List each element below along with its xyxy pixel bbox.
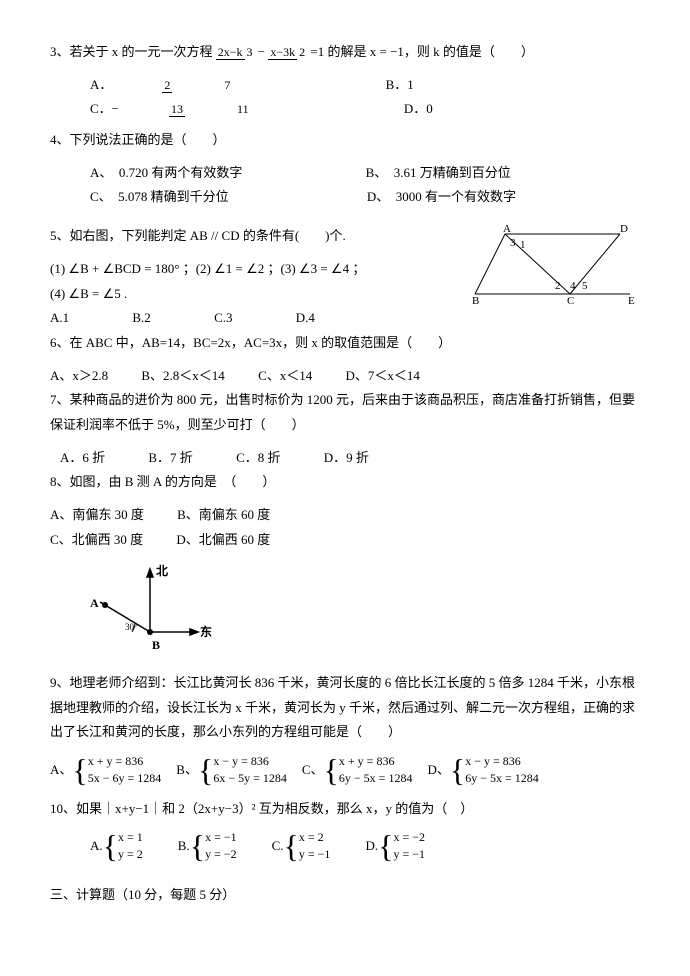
q9-opt-c: C、{x + y = 8366y − 5x = 1284: [302, 753, 413, 787]
q9-opt-a: A、{x + y = 8365x − 6y = 1284: [50, 753, 161, 787]
q10-opt-a: A.{x = 1y = 2: [90, 829, 143, 863]
svg-text:E: E: [628, 295, 635, 304]
q5-opt-b: B.2: [132, 306, 150, 331]
q9-opt-b: B、{x − y = 8366x − 5y = 1284: [176, 753, 287, 787]
q4-opt-b: B、 3.61 万精确到百分位: [366, 161, 511, 186]
q10-opt-d: D.{x = −2y = −1: [365, 829, 425, 863]
svg-text:D: D: [620, 224, 628, 235]
svg-text:A: A: [90, 596, 99, 610]
svg-text:3: 3: [510, 237, 516, 249]
q10-opt-c: C.{x = 2y = −1: [272, 829, 331, 863]
svg-text:东: 东: [200, 624, 212, 639]
q3-opt-d: D．0: [404, 97, 433, 122]
svg-text:A: A: [503, 224, 511, 235]
q7-opt-d: D．9 折: [324, 446, 369, 471]
svg-text:C: C: [567, 295, 574, 304]
q5-diagram: A D B C E 31 245: [470, 224, 640, 304]
q5-line1: (1) ∠B + ∠BCD = 180° ；(2) ∠1 = ∠2 ；(3) ∠…: [50, 257, 470, 282]
q7-options: A．6 折 B．7 折 C．8 折 D．9 折: [50, 446, 640, 471]
svg-text:1: 1: [520, 239, 526, 251]
q5-options: A.1 B.2 C.3 D.4: [50, 306, 470, 331]
q3-opt-b: B．1: [386, 73, 414, 98]
q5-opt-c: C.3: [214, 306, 232, 331]
svg-text:B: B: [472, 295, 479, 304]
q5-opt-a: A.1: [50, 306, 69, 331]
q7-opt-b: B．7 折: [148, 446, 192, 471]
q8-opt-c: C、北偏西 30 度: [50, 528, 143, 553]
question-3: 3、若关于 x 的一元一次方程 2x−k3 − x−3k2 =1 的解是 x =…: [50, 40, 640, 65]
svg-text:5: 5: [582, 280, 588, 292]
q8-diagram: 北 东 A B 30°: [80, 557, 220, 657]
question-4: 4、下列说法正确的是（ ）: [50, 128, 640, 153]
q7-opt-a: A．6 折: [60, 446, 105, 471]
question-7: 7、某种商品的进价为 800 元，出售时标价为 1200 元，后来由于该商品积压…: [50, 388, 640, 437]
q6-options: A、x＞2.8 B、2.8＜x＜14 C、x＜14 D、7＜x＜14: [50, 364, 640, 389]
q3-frac1: 2x−k3: [216, 46, 255, 59]
question-8: 8、如图，由 B 测 A 的方向是 （ ）: [50, 470, 640, 495]
q6-opt-b: B、2.8＜x＜14: [141, 364, 224, 389]
q10-options: A.{x = 1y = 2 B.{x = −1y = −2 C.{x = 2y …: [50, 829, 640, 863]
q8-opt-b: B、南偏东 60 度: [177, 503, 270, 528]
q4-opt-c: C、 5.078 精确到千分位: [90, 185, 229, 210]
q4-opt-d: D、 3000 有一个有效数字: [367, 185, 516, 210]
q5-opt-d: D.4: [296, 306, 315, 331]
q9-opt-d: D、{x − y = 8366y − 5x = 1284: [427, 753, 538, 787]
q5-line2: (4) ∠B = ∠5 .: [50, 282, 470, 307]
question-5: 5、如右图，下列能判定 AB // CD 的条件有( )个.: [50, 224, 470, 249]
svg-text:2: 2: [555, 280, 561, 292]
q3-opt-a: A．27: [90, 73, 332, 98]
svg-text:北: 北: [156, 563, 168, 578]
q3-options: A．27 B．1 C．−1311 D．0: [50, 73, 640, 122]
section-3-heading: 三、计算题（10 分，每题 5 分）: [50, 883, 640, 908]
q8-opt-d: D、北偏西 60 度: [176, 528, 270, 553]
q6-opt-a: A、x＞2.8: [50, 364, 108, 389]
q8-options: A、南偏东 30 度 B、南偏东 60 度: [50, 503, 640, 528]
question-9: 9、地理老师介绍到：长江比黄河长 836 千米，黄河长度的 6 倍比长江长度的 …: [50, 671, 640, 745]
q4-options: A、 0.720 有两个有效数字 B、 3.61 万精确到百分位 C、 5.07…: [50, 161, 640, 210]
svg-text:B: B: [152, 638, 160, 652]
q3-opt-c: C．−1311: [90, 97, 351, 122]
q7-opt-c: C．8 折: [236, 446, 280, 471]
q9-options: A、{x + y = 8365x − 6y = 1284 B、{x − y = …: [50, 753, 640, 787]
q4-opt-a: A、 0.720 有两个有效数字: [90, 161, 242, 186]
q8-opt-a: A、南偏东 30 度: [50, 503, 144, 528]
q3-text: 3、若关于 x 的一元一次方程: [50, 44, 213, 59]
q6-opt-c: C、x＜14: [258, 364, 312, 389]
q3-frac2: x−3k2: [268, 46, 307, 59]
q6-opt-d: D、7＜x＜14: [345, 364, 419, 389]
q10-opt-b: B.{x = −1y = −2: [178, 829, 237, 863]
svg-text:30°: 30°: [125, 622, 138, 632]
question-6: 6、在 ABC 中，AB=14，BC=2x，AC=3x，则 x 的取值范围是（ …: [50, 331, 640, 356]
question-10: 10、如果｜x+y−1｜和 2（2x+y−3）² 互为相反数，那么 x，y 的值…: [50, 797, 640, 822]
svg-text:4: 4: [570, 280, 576, 292]
